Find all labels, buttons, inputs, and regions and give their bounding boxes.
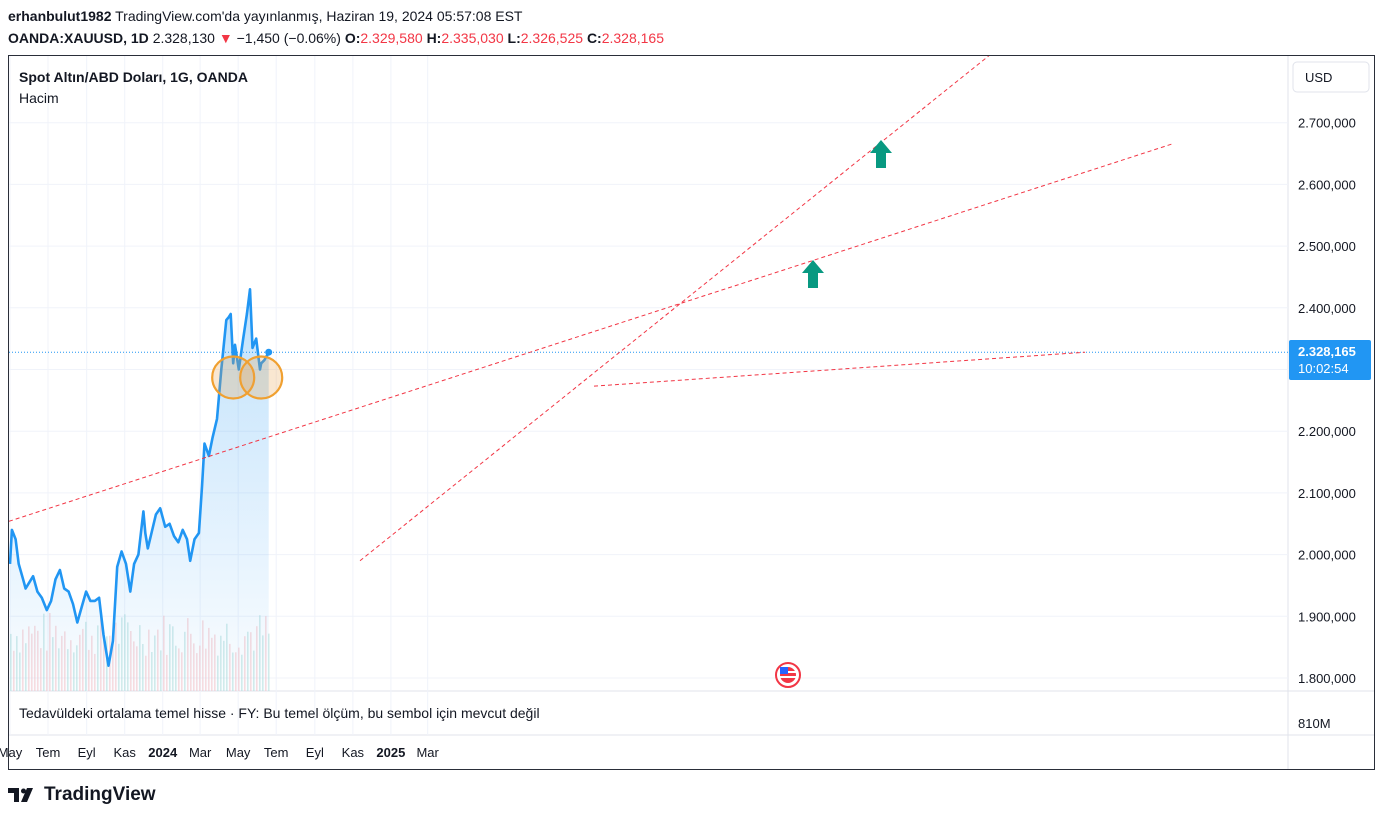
up-arrow-icon bbox=[870, 140, 892, 168]
last-price-dot bbox=[265, 348, 273, 356]
high-value: 2.335,030 bbox=[441, 30, 504, 46]
close-value: 2.328,165 bbox=[601, 30, 665, 46]
close-label: C: bbox=[586, 30, 602, 46]
bar-countdown: 10:02:54 bbox=[1298, 361, 1349, 376]
publish-date: TradingView.com'da yayınlanmış, Haziran … bbox=[115, 8, 523, 24]
volume-axis-label: 810M bbox=[1298, 716, 1331, 731]
open-label: O: bbox=[344, 30, 361, 46]
legend-volume: Hacim bbox=[19, 90, 59, 106]
author-name[interactable]: erhanbulut1982 bbox=[8, 8, 112, 24]
tradingview-brand: TradingView bbox=[44, 784, 156, 805]
indicator-legend: Tedavüldeki ortalama temel hisse · FY: B… bbox=[19, 705, 540, 721]
price-tick-label: 2.200,000 bbox=[1298, 424, 1356, 439]
volume-bar bbox=[268, 633, 270, 691]
current-price-value: 2.328,165 bbox=[1298, 344, 1356, 359]
time-tick-label: Eyl bbox=[78, 745, 96, 760]
price-tick-label: 2.700,000 bbox=[1298, 116, 1356, 131]
price-series-line bbox=[9, 288, 270, 667]
ohlc-header: OANDA:XAUUSD, 1D 2.328,130 ▼ −1,450 (−0.… bbox=[8, 30, 664, 46]
time-tick-label: Kas bbox=[114, 745, 137, 760]
price-area-fill bbox=[10, 289, 269, 691]
symbol-label: OANDA:XAUUSD, 1D bbox=[8, 30, 149, 46]
trendline-steep bbox=[359, 56, 990, 562]
current-price-label bbox=[1289, 340, 1371, 380]
price-tick-label: 1.800,000 bbox=[1298, 671, 1356, 686]
us-flag-icon[interactable] bbox=[775, 662, 801, 688]
low-label: L: bbox=[507, 30, 521, 46]
tradingview-logo-icon bbox=[8, 788, 33, 802]
time-tick-label: Mar bbox=[189, 745, 212, 760]
currency-button[interactable] bbox=[1292, 61, 1370, 93]
double-bottom-circle bbox=[239, 355, 284, 400]
price-change: −1,450 (−0.06%) bbox=[236, 30, 341, 46]
time-tick-label: Eyl bbox=[306, 745, 324, 760]
time-tick-label: Kas bbox=[342, 745, 365, 760]
time-tick-label: Mar bbox=[416, 745, 439, 760]
open-value: 2.329,580 bbox=[360, 30, 423, 46]
price-tick-label: 2.600,000 bbox=[1298, 177, 1356, 192]
price-tick-label: 2.100,000 bbox=[1298, 486, 1356, 501]
price-tick-label: 2.000,000 bbox=[1298, 548, 1356, 563]
time-tick-label: May bbox=[226, 745, 251, 760]
support-line bbox=[593, 351, 1086, 387]
chart-frame bbox=[8, 55, 1375, 770]
high-label: H: bbox=[426, 30, 442, 46]
time-tick-label: 2024 bbox=[148, 745, 178, 760]
down-arrow-icon: ▼ bbox=[218, 30, 233, 46]
low-value: 2.326,525 bbox=[520, 30, 584, 46]
legend-title: Spot Altın/ABD Doları, 1G, OANDA bbox=[19, 69, 248, 85]
time-tick-label: May bbox=[0, 745, 23, 760]
tradingview-logo[interactable]: TradingView bbox=[8, 784, 156, 806]
currency-label: USD bbox=[1305, 70, 1332, 85]
price-tick-label: 2.400,000 bbox=[1298, 301, 1356, 316]
price-tick-label: 1.900,000 bbox=[1298, 609, 1356, 624]
time-tick-label: Tem bbox=[264, 745, 289, 760]
time-tick-label: Tem bbox=[36, 745, 61, 760]
trendline-lower-channel bbox=[9, 143, 1174, 522]
last-price: 2.328,130 bbox=[152, 30, 215, 46]
price-tick-label: 2.500,000 bbox=[1298, 239, 1356, 254]
up-arrow-icon bbox=[802, 260, 824, 288]
time-tick-label: 2025 bbox=[376, 745, 405, 760]
publish-info: erhanbulut1982 TradingView.com'da yayınl… bbox=[8, 8, 522, 24]
